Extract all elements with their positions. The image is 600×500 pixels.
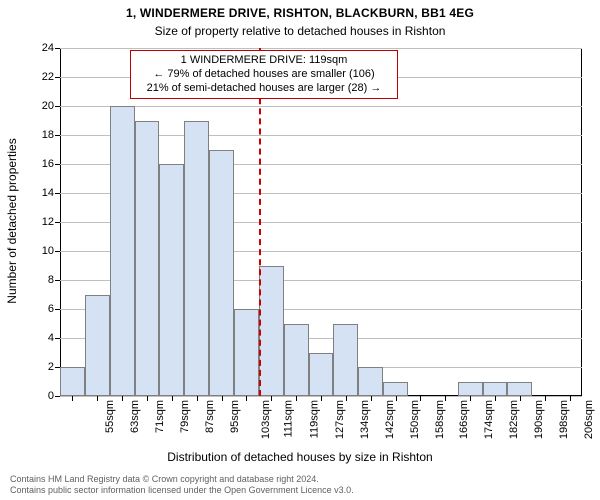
x-tick-mark (147, 396, 148, 401)
y-tick-label: 14 (42, 187, 60, 199)
histogram-bar (358, 367, 383, 396)
x-tick-label: 79sqm (179, 400, 191, 433)
footer-line-2: Contains public sector information licen… (10, 485, 354, 496)
y-tick-label: 12 (42, 216, 60, 228)
histogram-bar (383, 382, 408, 397)
histogram-bar (333, 324, 358, 397)
x-tick-mark (371, 396, 372, 401)
footer-attribution: Contains HM Land Registry data © Crown c… (10, 474, 354, 497)
x-tick-label: 95sqm (229, 400, 241, 433)
x-tick-label: 55sqm (104, 400, 116, 433)
x-tick-mark (97, 396, 98, 401)
x-tick-mark (420, 396, 421, 401)
x-tick-mark (271, 396, 272, 401)
histogram-bar (234, 309, 259, 396)
x-tick-mark (470, 396, 471, 401)
x-tick-mark (545, 396, 546, 401)
annotation-line: 1 WINDERMERE DRIVE: 119sqm (137, 54, 391, 68)
x-tick-label: 63sqm (129, 400, 141, 433)
x-tick-mark (346, 396, 347, 401)
histogram-bar (309, 353, 334, 397)
y-tick-label: 0 (48, 390, 60, 402)
x-tick-label: 71sqm (154, 400, 166, 433)
plot-area: 02468101214161820222455sqm63sqm71sqm79sq… (60, 48, 582, 396)
histogram-bar (507, 382, 532, 397)
y-tick-label: 6 (48, 303, 60, 315)
x-tick-mark (570, 396, 571, 401)
histogram-bar (209, 150, 234, 397)
histogram-bar (159, 164, 184, 396)
annotation-line: 21% of semi-detached houses are larger (… (137, 82, 391, 96)
x-tick-mark (445, 396, 446, 401)
annotation-line: ← 79% of detached houses are smaller (10… (137, 68, 391, 82)
y-tick-label: 22 (42, 71, 60, 83)
y-tick-label: 24 (42, 42, 60, 54)
x-tick-mark (72, 396, 73, 401)
x-tick-label: 127sqm (334, 400, 346, 439)
histogram-bar (458, 382, 483, 397)
x-tick-label: 134sqm (359, 400, 371, 439)
grid-line (60, 48, 582, 49)
footer-line-1: Contains HM Land Registry data © Crown c… (10, 474, 354, 485)
x-tick-label: 206sqm (583, 400, 595, 439)
x-tick-label: 158sqm (434, 400, 446, 439)
histogram-bar (184, 121, 209, 397)
x-tick-label: 190sqm (533, 400, 545, 439)
y-tick-label: 2 (48, 361, 60, 373)
x-tick-mark (520, 396, 521, 401)
x-tick-label: 142sqm (384, 400, 396, 439)
histogram-bar (135, 121, 160, 397)
x-tick-mark (197, 396, 198, 401)
x-tick-mark (222, 396, 223, 401)
x-tick-label: 111sqm (283, 400, 295, 438)
y-tick-label: 18 (42, 129, 60, 141)
grid-line (60, 106, 582, 107)
x-tick-mark (172, 396, 173, 401)
x-tick-mark (122, 396, 123, 401)
chart-title: 1, WINDERMERE DRIVE, RISHTON, BLACKBURN,… (0, 6, 600, 20)
histogram-bar (259, 266, 284, 397)
annotation-box: 1 WINDERMERE DRIVE: 119sqm← 79% of detac… (130, 50, 398, 99)
x-tick-label: 174sqm (483, 400, 495, 439)
chart-container: 1, WINDERMERE DRIVE, RISHTON, BLACKBURN,… (0, 0, 600, 500)
x-tick-mark (321, 396, 322, 401)
y-tick-label: 4 (48, 332, 60, 344)
x-tick-label: 103sqm (260, 400, 272, 439)
x-tick-mark (296, 396, 297, 401)
x-axis-label: Distribution of detached houses by size … (0, 450, 600, 464)
y-tick-label: 10 (42, 245, 60, 257)
marker-line (259, 48, 261, 396)
x-tick-label: 87sqm (204, 400, 216, 433)
histogram-bar (483, 382, 508, 397)
histogram-bar (110, 106, 135, 396)
x-tick-mark (396, 396, 397, 401)
y-tick-label: 16 (42, 158, 60, 170)
y-axis-label: Number of detached properties (5, 47, 19, 395)
histogram-bar (85, 295, 110, 397)
x-tick-label: 119sqm (309, 400, 321, 438)
y-tick-label: 20 (42, 100, 60, 112)
histogram-bar (284, 324, 309, 397)
x-tick-label: 166sqm (459, 400, 471, 439)
x-tick-label: 150sqm (409, 400, 421, 439)
x-tick-mark (246, 396, 247, 401)
x-tick-label: 198sqm (558, 400, 570, 439)
chart-subtitle: Size of property relative to detached ho… (0, 24, 600, 38)
histogram-bar (60, 367, 85, 396)
x-tick-label: 182sqm (508, 400, 520, 439)
x-tick-mark (495, 396, 496, 401)
y-tick-label: 8 (48, 274, 60, 286)
